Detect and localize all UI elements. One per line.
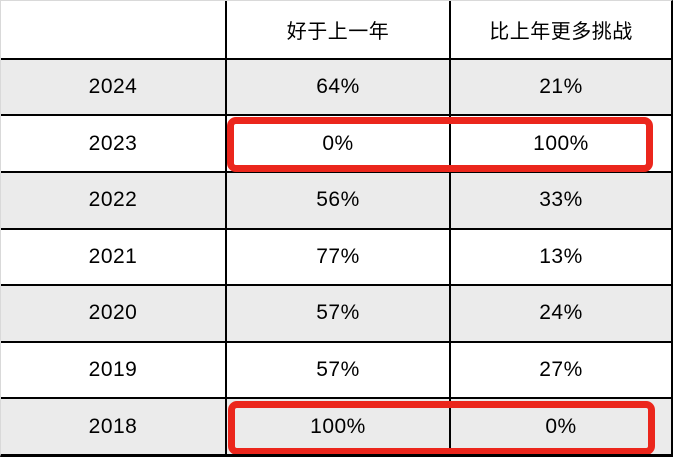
- challenge-value-cell: 13%: [449, 227, 671, 285]
- challenge-value-cell: 21%: [449, 57, 671, 115]
- year-cell: 2020: [1, 284, 225, 341]
- year-cell: 2022: [1, 170, 225, 228]
- year-cell: 2024: [1, 57, 225, 115]
- better-value-cell: 57%: [225, 340, 449, 398]
- better-value-cell: 100%: [225, 397, 449, 454]
- challenge-value-cell: 24%: [449, 284, 671, 341]
- better-value-cell: 64%: [225, 57, 449, 115]
- better-value-cell: 77%: [225, 227, 449, 285]
- challenge-value-cell: 0%: [449, 397, 671, 454]
- year-cell: 2023: [1, 114, 225, 171]
- year-cell: 2019: [1, 340, 225, 398]
- better-value-cell: 56%: [225, 170, 449, 228]
- better-value-cell: 0%: [225, 114, 449, 171]
- better-value-cell: 57%: [225, 284, 449, 341]
- header-cell-year: [1, 1, 225, 58]
- year-cell: 2021: [1, 227, 225, 285]
- challenge-value-cell: 27%: [449, 340, 671, 398]
- header-cell-better-than-last-year: 好于上一年: [225, 1, 449, 58]
- year-cell: 2018: [1, 397, 225, 454]
- challenge-value-cell: 33%: [449, 170, 671, 228]
- challenge-value-cell: 100%: [449, 114, 671, 171]
- header-cell-more-challenges: 比上年更多挑战: [449, 1, 671, 58]
